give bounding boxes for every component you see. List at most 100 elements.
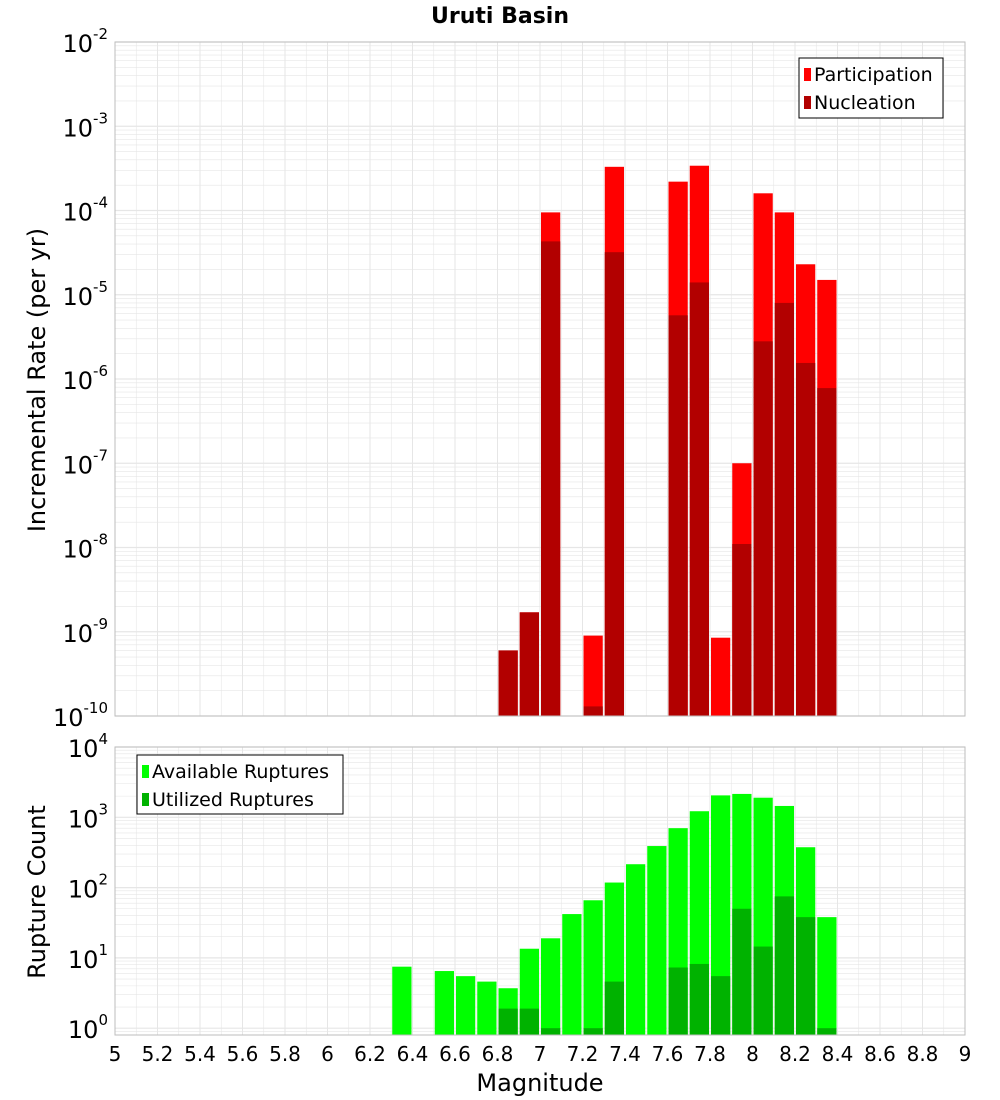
bar (583, 1028, 603, 1035)
y-tick-label: 10-9 (62, 615, 108, 648)
x-tick-label: 6.8 (482, 1042, 514, 1066)
bar (519, 612, 539, 716)
chart-title: Uruti Basin (431, 4, 569, 29)
bar (711, 637, 731, 716)
y-tick-label: 10-7 (62, 446, 108, 479)
y-tick-label: 103 (68, 800, 108, 833)
plot-frame (114, 746, 966, 1036)
x-tick-label: 6 (321, 1042, 334, 1066)
bar (753, 341, 773, 716)
y-tick-label: 104 (68, 730, 108, 763)
bar (817, 917, 837, 1035)
bar (626, 864, 646, 1035)
bar (434, 971, 454, 1035)
series-secondary (498, 241, 837, 717)
x-tick-label: 7 (534, 1042, 547, 1066)
y-tick-labels: 10-2 10-3 10-4 10-5 10-6 10-7 10-8 10-9 10-10 (53, 25, 108, 732)
x-tick-label: 5 (109, 1042, 122, 1066)
legend-label: Nucleation (814, 92, 916, 114)
x-tick-label: 5.8 (269, 1042, 301, 1066)
bar (689, 963, 709, 1035)
bar (498, 1008, 518, 1035)
bar (796, 917, 816, 1035)
bar (477, 981, 497, 1035)
bar (583, 900, 603, 1035)
bar (753, 946, 773, 1035)
x-tick-label: 6.6 (439, 1042, 471, 1066)
x-tick-label: 5.2 (142, 1042, 174, 1066)
y-tick-label: 100 (68, 1011, 108, 1044)
y-axis-label: Rupture Count (23, 805, 51, 979)
bar (604, 252, 624, 717)
x-axis-label: Magnitude (476, 1069, 603, 1097)
y-tick-label: 10-2 (62, 25, 108, 58)
bar (817, 1028, 837, 1035)
bar (519, 1008, 539, 1035)
legend-label: Utilized Ruptures (152, 789, 314, 811)
legend: Participation Nucleation (798, 57, 944, 119)
bar (732, 544, 752, 716)
bar (498, 650, 518, 716)
bar (817, 388, 837, 716)
y-tick-label: 10-10 (53, 699, 108, 732)
bar (562, 914, 582, 1035)
bar (689, 282, 709, 716)
legend-swatch (142, 793, 149, 806)
x-tick-label: 6.4 (397, 1042, 429, 1066)
x-tick-label: 5.6 (227, 1042, 259, 1066)
plot-frame (114, 41, 966, 717)
bar (541, 938, 561, 1035)
bottom-panel-rupture-count: 104 103 102 101 100 Rupture Count Available Ru… (23, 730, 966, 1044)
series-secondary (498, 896, 837, 1035)
bar (732, 908, 752, 1035)
y-tick-label: 10-4 (62, 194, 108, 227)
bar (392, 966, 412, 1035)
y-tick-label: 10-5 (62, 278, 108, 311)
bar (774, 896, 794, 1035)
legend-swatch (142, 765, 149, 778)
y-tick-label: 10-3 (62, 109, 108, 142)
x-tick-label: 8.2 (779, 1042, 811, 1066)
legend-box (798, 57, 944, 119)
bar (541, 1028, 561, 1035)
y-tick-label: 10-8 (62, 531, 108, 564)
x-tick-label: 8.4 (822, 1042, 854, 1066)
bar (541, 241, 561, 716)
y-tick-label: 10-6 (62, 362, 108, 395)
bar (711, 795, 731, 1035)
legend-box (136, 754, 344, 815)
x-tick-label: 8.8 (907, 1042, 939, 1066)
top-panel-incremental-rate: 10-2 10-3 10-4 10-5 10-6 10-7 10-8 10-9 10-10 Inc… (23, 25, 966, 732)
x-tick-label: 8.6 (864, 1042, 896, 1066)
x-axis: 5 5.2 5.4 5.6 5.8 6 6.2 6.4 6.6 6.8 7 7.2 7.4 7.6 7.8 8… (109, 1042, 972, 1066)
bar (647, 846, 667, 1035)
legend-label: Participation (814, 64, 933, 86)
y-tick-label: 101 (68, 941, 108, 974)
legend: Available Ruptures Utilized Ruptures (136, 754, 344, 815)
x-tick-label: 7.8 (694, 1042, 726, 1066)
x-tick-label: 5.4 (184, 1042, 216, 1066)
bar (604, 981, 624, 1035)
bar (711, 976, 731, 1035)
y-tick-labels: 104 103 102 101 100 (68, 730, 108, 1044)
bar (668, 967, 688, 1035)
x-tick-label: 7.4 (609, 1042, 641, 1066)
bar (583, 706, 603, 716)
x-tick-label: 9 (959, 1042, 972, 1066)
bar (668, 315, 688, 716)
legend-swatch (804, 96, 811, 109)
bar (456, 976, 476, 1035)
x-tick-label: 8 (746, 1042, 759, 1066)
bar (583, 635, 603, 716)
x-tick-label: 7.2 (567, 1042, 599, 1066)
grid (114, 41, 966, 717)
legend-label: Available Ruptures (152, 761, 329, 783)
y-axis-label: Incremental Rate (per yr) (23, 228, 51, 532)
bar (796, 362, 816, 716)
bar (774, 302, 794, 716)
legend-swatch (804, 68, 811, 81)
x-tick-label: 7.6 (652, 1042, 684, 1066)
x-tick-label: 6.2 (354, 1042, 386, 1066)
